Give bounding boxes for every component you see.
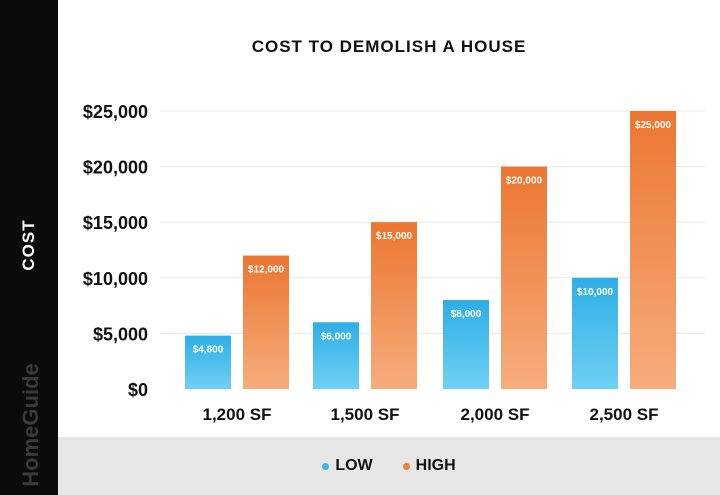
bar-value-label: $15,000	[376, 231, 413, 242]
bar-low	[572, 277, 618, 389]
bar-low	[443, 300, 489, 389]
bar-chart: $0 $5,000 $10,000 $15,000 $20,000 $25,000 $4,…	[83, 102, 705, 424]
legend: LOW HIGH	[58, 437, 720, 495]
legend-label-high: HIGH	[415, 457, 456, 474]
y-tick-label: $5,000	[93, 324, 148, 344]
y-tick-label: $25,000	[83, 102, 148, 122]
legend-swatch-high	[402, 462, 410, 470]
grid-lines	[160, 110, 705, 334]
bar-low	[313, 322, 359, 389]
y-tick-label: $20,000	[83, 158, 148, 178]
bar-value-label: $8,000	[451, 309, 482, 320]
category-labels: 1,200 SF 1,500 SF 2,000 SF 2,500 SF	[203, 405, 659, 424]
category-label: 1,200 SF	[203, 405, 272, 424]
bar-high	[371, 222, 417, 389]
bar-high	[243, 255, 289, 389]
bar-value-label: $12,000	[248, 265, 285, 276]
category-label: 1,500 SF	[331, 405, 400, 424]
bar-value-label: $25,000	[635, 120, 672, 131]
legend-swatch-low	[322, 462, 330, 470]
y-tick-label: $0	[128, 380, 148, 400]
bar-high	[501, 166, 547, 389]
category-label: 2,500 SF	[590, 405, 659, 424]
bar-value-label: $20,000	[506, 176, 543, 187]
y-tick-label: $15,000	[83, 213, 148, 233]
legend-item-high: HIGH	[402, 457, 456, 475]
y-tick-labels: $0 $5,000 $10,000 $15,000 $20,000 $25,000	[83, 102, 148, 400]
bar-value-label: $4,800	[193, 345, 224, 356]
y-tick-label: $10,000	[83, 269, 148, 289]
bar-low	[185, 335, 231, 389]
category-label: 2,000 SF	[461, 405, 530, 424]
chart-title: COST TO DEMOLISH A HOUSE	[251, 37, 527, 56]
bar-value-label: $10,000	[577, 287, 614, 298]
legend-item-low: LOW	[322, 457, 373, 475]
legend-label-low: LOW	[335, 457, 373, 474]
bar-high	[630, 111, 676, 389]
bar-value-label: $6,000	[321, 331, 352, 342]
side-bar: COST HomeGuide	[0, 0, 58, 495]
bars: $4,800 $12,000 $6,000 $15,000 $8,000 $20,000 $…	[185, 111, 676, 389]
